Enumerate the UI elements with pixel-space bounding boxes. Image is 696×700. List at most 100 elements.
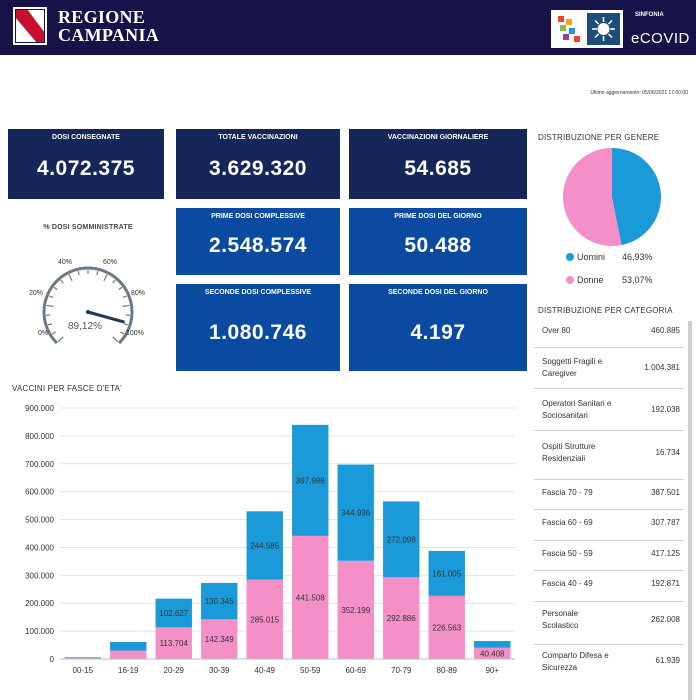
card-title: DOSI CONSEGNATE — [52, 134, 120, 141]
y-tick-label: 400.000 — [25, 543, 54, 552]
category-value: 417.125 — [651, 549, 680, 558]
card-value: 50.488 — [404, 234, 472, 257]
card-value: 4.072.375 — [37, 157, 135, 180]
category-row: Fascia 40 - 49 192.871 — [534, 571, 684, 602]
gauge-tick — [57, 336, 64, 343]
legend-uomini-dot — [566, 253, 574, 261]
bar-uomini-16-19[interactable] — [110, 641, 147, 651]
category-row: Soggetti Fragili e Caregiver 1.004.381 — [534, 348, 684, 389]
gauge-value: 89,12% — [68, 321, 102, 332]
bar-uomini-40-49[interactable] — [246, 511, 283, 580]
legend-donne-value: 53,07% — [622, 275, 653, 285]
label-line: Soggetti Fragili e — [542, 357, 603, 366]
gauge-tick-20: 20% — [29, 290, 44, 297]
bar-data-label: 161.005 — [432, 569, 461, 578]
y-tick-label: 500.000 — [25, 516, 54, 525]
category-label: Fascia 60 - 69 — [542, 518, 593, 527]
x-tick-label: 80-89 — [437, 666, 458, 675]
bar-uomini-50-59[interactable] — [292, 424, 329, 536]
bar-data-label: 292.886 — [387, 614, 416, 623]
last-update: Ultimo aggiornamento: 05/06/2021 17:00:0… — [590, 90, 688, 96]
category-row: Fascia 70 - 79 387.501 — [534, 480, 684, 510]
brand-title: REGIONE CAMPANIA — [58, 8, 159, 44]
gauge-tick — [77, 271, 80, 276]
card-prime-dosi-complessive: PRIME DOSI COMPLESSIVE 2.548.574 — [176, 208, 340, 275]
gauge-tick-0: 0% — [38, 330, 49, 337]
card-seconde-dosi-complessive: SECONDE DOSI COMPLESSIVE 1.080.746 — [176, 284, 340, 371]
legend-donne-label: Donne — [577, 275, 604, 285]
category-label: Fascia 70 - 79 — [542, 488, 593, 497]
bar-uomini-90+[interactable] — [474, 641, 511, 648]
label-line: Ospiti Strutture — [542, 442, 596, 451]
card-vaccinazioni-giornaliere: VACCINAZIONI GIORNALIERE 54.685 — [349, 129, 527, 199]
label-line: Sociosanitari — [542, 411, 588, 420]
card-value: 54.685 — [404, 157, 472, 180]
label-line: Caregiver — [542, 369, 577, 378]
bar-uomini-20-29[interactable] — [155, 598, 192, 628]
gauge-tick-80: 80% — [131, 290, 146, 297]
gauge-tick — [46, 304, 54, 308]
category-value: 307.787 — [651, 518, 680, 527]
card-value: 1.080.746 — [209, 321, 307, 344]
bar-donne-30-39[interactable] — [201, 619, 238, 659]
category-label: Ospiti Strutture Residenziali — [542, 441, 595, 465]
category-value: 192.038 — [651, 405, 680, 414]
card-title: PRIME DOSI COMPLESSIVE — [211, 213, 305, 220]
gender-title: DISTRIBUZIONE PER GENERE — [538, 133, 660, 142]
label-line: Sicurezza — [542, 663, 578, 672]
gauge-tick-40: 40% — [58, 259, 73, 266]
category-scrollbar[interactable] — [688, 321, 692, 700]
category-label: Personale Scolastico — [542, 608, 578, 632]
age-bar-chart: 0 100.000 200.000 300.000 400.000 500.000 600.… — [25, 404, 515, 675]
x-tick-label: 70-79 — [391, 666, 412, 675]
bar-donne-80-89[interactable] — [428, 595, 465, 659]
tiles-icon — [558, 16, 580, 42]
x-tick-label: 20-29 — [164, 666, 185, 675]
chart-title: VACCINI PER FASCE D'ETA' — [12, 384, 122, 393]
gauge-tick — [96, 271, 99, 276]
legend-donne-dot — [566, 276, 574, 284]
bar-donne-50-59[interactable] — [292, 535, 329, 659]
card-value: 2.548.574 — [209, 234, 307, 257]
gauge-tick-60: 60% — [103, 259, 118, 266]
gauge-tick — [103, 274, 108, 282]
card-seconde-dosi-giorno: SECONDE DOSI DEL GIORNO 4.197 — [349, 284, 527, 371]
bar-uomini-80-89[interactable] — [428, 550, 465, 596]
y-tick-label: 0 — [50, 655, 55, 664]
gauge-tick — [112, 336, 119, 343]
y-tick-label: 800.000 — [25, 432, 54, 441]
card-prime-dosi-giorno: PRIME DOSI DEL GIORNO 50.488 — [349, 208, 527, 275]
card-title: VACCINAZIONI GIORNALIERE — [387, 134, 489, 141]
y-tick-label: 900.000 — [25, 404, 54, 413]
bar-donne-40-49[interactable] — [246, 579, 283, 659]
bar-data-label: 226.563 — [432, 623, 461, 632]
x-tick-label: 50-59 — [300, 666, 321, 675]
bar-uomini-00-15[interactable] — [64, 657, 101, 659]
bar-data-label: 40.408 — [480, 649, 505, 658]
x-tick-label: 40-49 — [255, 666, 276, 675]
bar-data-label: 272.098 — [387, 535, 416, 544]
bar-uomini-30-39[interactable] — [201, 582, 238, 620]
x-tick-label: 00-15 — [73, 666, 94, 675]
bar-donne-70-79[interactable] — [383, 577, 420, 659]
category-label: Operatori Sanitari e Sociosanitari — [542, 398, 611, 422]
bar-data-label: 344.936 — [341, 509, 370, 518]
category-value: 460.885 — [651, 326, 680, 335]
gauge — [42, 266, 134, 345]
bar-donne-60-69[interactable] — [337, 560, 374, 659]
bar-uomini-70-79[interactable] — [383, 501, 420, 578]
x-tick-label: 60-69 — [346, 666, 367, 675]
gauge-hub — [86, 310, 90, 314]
bar-uomini-60-69[interactable] — [337, 464, 374, 561]
sinfonia-label: SINFONIA — [635, 12, 664, 18]
bar-data-label: 441.508 — [296, 593, 325, 602]
ecovid-logo — [551, 10, 623, 48]
bar-donne-16-19[interactable] — [110, 650, 147, 659]
card-title: SECONDE DOSI COMPLESSIVE — [204, 289, 312, 296]
bar-data-label: 244.585 — [250, 541, 279, 550]
x-tick-label: 16-19 — [118, 666, 139, 675]
header: REGIONE CAMPANIA SINFONIA eCOVID — [0, 0, 696, 55]
bar-donne-90+[interactable] — [474, 647, 511, 659]
category-row: Over 80 460.885 — [534, 319, 684, 348]
bar-donne-20-29[interactable] — [155, 627, 192, 659]
